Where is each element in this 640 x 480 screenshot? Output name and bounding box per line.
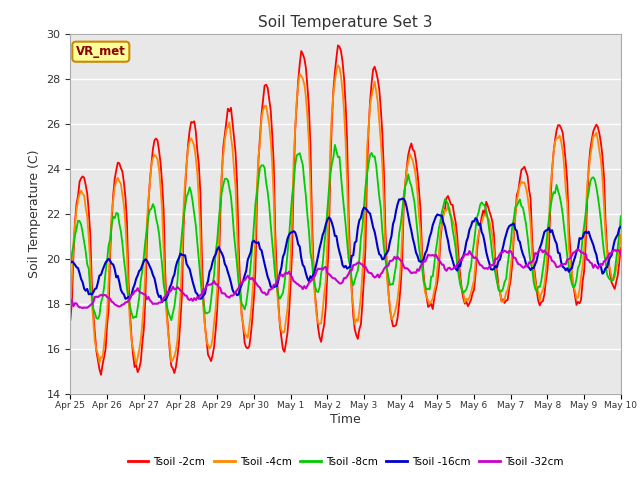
Tsoil -32cm	[79, 305, 86, 311]
Tsoil -32cm	[67, 297, 74, 302]
Tsoil -4cm	[413, 190, 421, 196]
Tsoil -32cm	[574, 247, 582, 252]
Tsoil -32cm	[412, 270, 420, 276]
Tsoil -16cm	[381, 252, 389, 258]
Tsoil -16cm	[553, 241, 561, 247]
Tsoil -32cm	[400, 264, 408, 269]
Tsoil -8cm	[331, 142, 339, 148]
Tsoil -16cm	[398, 196, 406, 202]
Tsoil -8cm	[170, 304, 178, 310]
Tsoil -8cm	[413, 229, 421, 235]
Tsoil -2cm	[383, 266, 390, 272]
Line: Tsoil -4cm: Tsoil -4cm	[70, 65, 621, 364]
Tsoil -16cm	[82, 288, 90, 294]
Tsoil -8cm	[67, 261, 74, 266]
Tsoil -4cm	[67, 302, 74, 308]
Tsoil -4cm	[170, 353, 178, 359]
Tsoil -2cm	[170, 370, 178, 376]
Tsoil -8cm	[617, 214, 625, 219]
Tsoil -8cm	[168, 317, 175, 323]
Tsoil -16cm	[401, 199, 409, 204]
Tsoil -4cm	[334, 62, 342, 68]
X-axis label: Time: Time	[330, 413, 361, 426]
Line: Tsoil -8cm: Tsoil -8cm	[70, 145, 621, 320]
Tsoil -32cm	[381, 264, 389, 270]
Line: Tsoil -16cm: Tsoil -16cm	[70, 199, 621, 302]
Tsoil -32cm	[617, 252, 625, 257]
Tsoil -16cm	[170, 272, 178, 277]
Tsoil -4cm	[383, 273, 390, 279]
Tsoil -2cm	[413, 169, 421, 175]
Tsoil -16cm	[67, 260, 74, 266]
Tsoil -4cm	[553, 135, 561, 141]
Tsoil -8cm	[553, 182, 561, 188]
Tsoil -4cm	[82, 205, 90, 211]
Y-axis label: Soil Temperature (C): Soil Temperature (C)	[28, 149, 41, 278]
Tsoil -16cm	[413, 253, 421, 259]
Tsoil -2cm	[553, 127, 561, 133]
Tsoil -4cm	[617, 232, 625, 238]
Tsoil -8cm	[82, 249, 90, 254]
Tsoil -32cm	[551, 261, 559, 266]
Legend: Tsoil -2cm, Tsoil -4cm, Tsoil -8cm, Tsoil -16cm, Tsoil -32cm: Tsoil -2cm, Tsoil -4cm, Tsoil -8cm, Tsoi…	[124, 453, 568, 471]
Text: VR_met: VR_met	[76, 45, 126, 58]
Line: Tsoil -2cm: Tsoil -2cm	[70, 46, 621, 375]
Tsoil -16cm	[617, 224, 625, 229]
Tsoil -32cm	[83, 305, 91, 311]
Tsoil -16cm	[158, 299, 166, 305]
Tsoil -2cm	[334, 43, 342, 48]
Tsoil -2cm	[617, 245, 625, 251]
Tsoil -2cm	[401, 180, 409, 186]
Tsoil -8cm	[383, 266, 390, 272]
Tsoil -4cm	[132, 361, 140, 367]
Tsoil -2cm	[97, 372, 105, 378]
Tsoil -8cm	[401, 183, 409, 189]
Tsoil -4cm	[401, 181, 409, 187]
Title: Soil Temperature Set 3: Soil Temperature Set 3	[259, 15, 433, 30]
Tsoil -2cm	[67, 317, 74, 323]
Line: Tsoil -32cm: Tsoil -32cm	[70, 250, 621, 308]
Tsoil -2cm	[82, 182, 90, 188]
Tsoil -32cm	[170, 287, 178, 292]
